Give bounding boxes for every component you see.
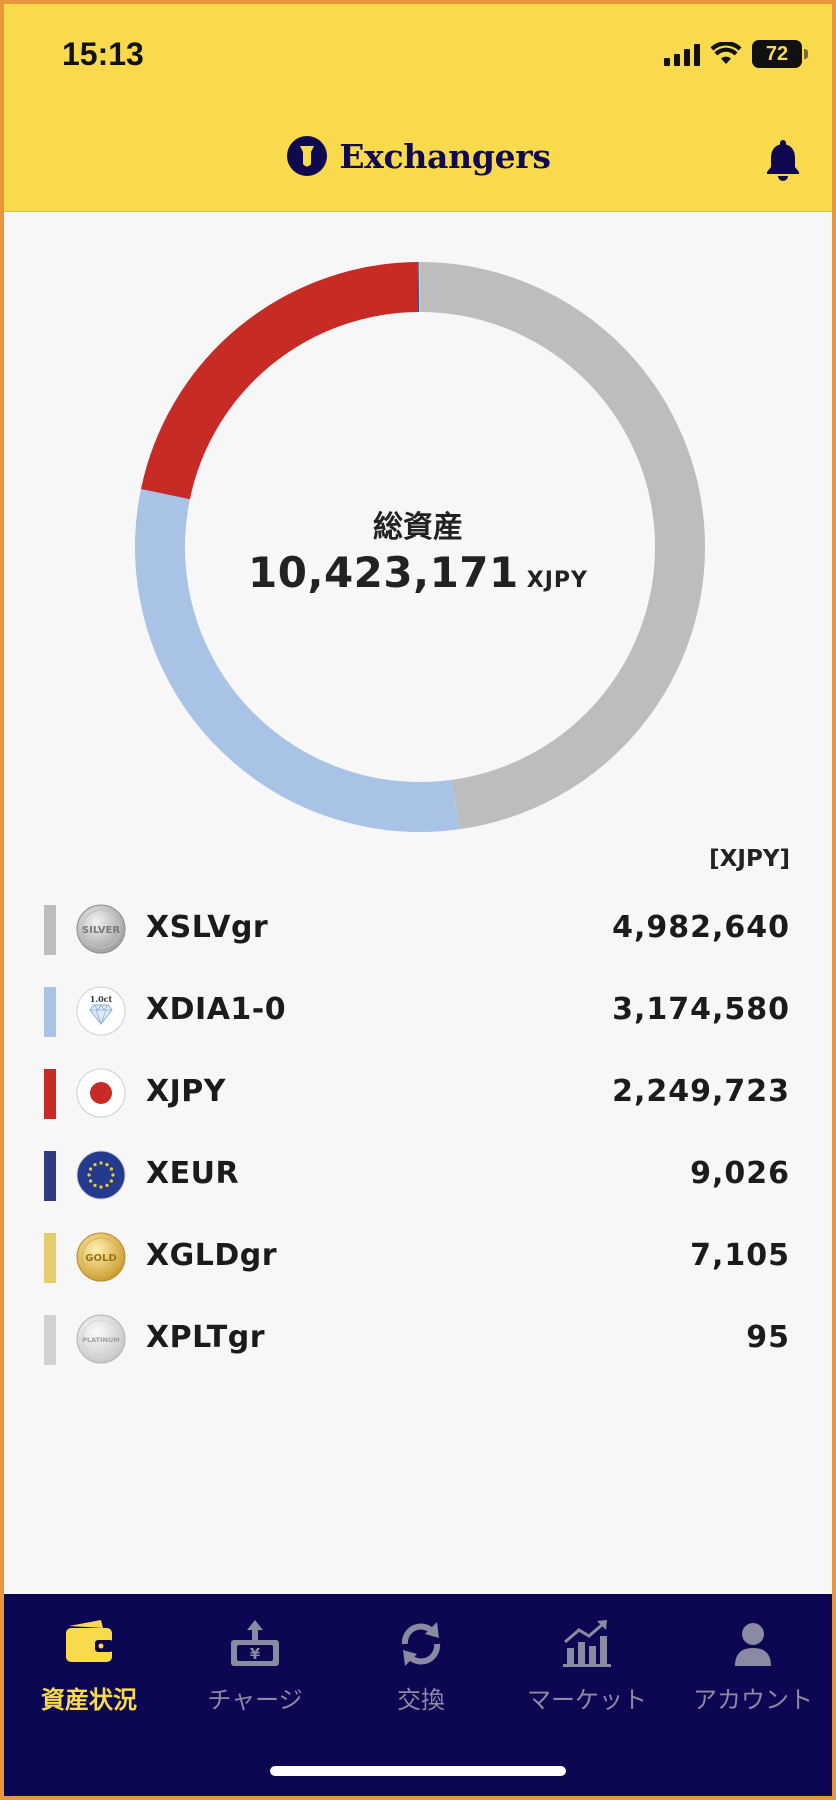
eu-flag-icon: [76, 1150, 126, 1200]
asset-row-xpltgr[interactable]: PLATINUM XPLTgr 95: [4, 1298, 832, 1380]
tab-account[interactable]: アカウント: [670, 1618, 832, 1728]
asset-value: 9,026: [690, 1156, 790, 1191]
asset-row-xeur[interactable]: XEUR 9,026: [4, 1134, 832, 1216]
status-icons: 72: [664, 40, 808, 68]
platinum-coin-icon: PLATINUM: [76, 1314, 126, 1364]
donut-slice-xjpy: [140, 262, 418, 500]
bottom-tab-bar: 資産状況 ¥ チャージ 交換: [4, 1594, 832, 1796]
total-assets-amount: 10,423,171: [248, 548, 519, 597]
battery-icon: 72: [752, 40, 808, 68]
battery-level: 72: [765, 42, 789, 65]
asset-donut-chart: 総資産 10,423,171 XJPY: [4, 262, 832, 832]
top-header: 15:13 72 Exchangers: [4, 4, 832, 212]
total-assets-unit: XJPY: [526, 568, 588, 593]
eu-star: [99, 1185, 103, 1189]
bell-icon[interactable]: [764, 138, 802, 182]
asset-name: XEUR: [146, 1156, 240, 1191]
asset-value: 95: [746, 1320, 790, 1355]
asset-color-swatch: [44, 1151, 56, 1201]
tab-exchange[interactable]: 交換: [338, 1618, 504, 1728]
tab-charge[interactable]: ¥ チャージ: [172, 1618, 338, 1728]
silver-coin-text: SILVER: [82, 925, 120, 936]
total-assets-value: 10,423,171 XJPY: [4, 548, 832, 597]
asset-name: XSLVgr: [146, 910, 269, 945]
japan-flag-icon: [76, 1068, 126, 1118]
asset-value: 3,174,580: [612, 992, 790, 1027]
eu-star: [109, 1179, 113, 1183]
eu-star: [89, 1179, 93, 1183]
diamond-carat-text: 1.0ct: [90, 994, 113, 1004]
asset-name: XJPY: [146, 1074, 227, 1109]
tab-label: マーケット: [527, 1686, 647, 1714]
status-time: 15:13: [62, 36, 144, 72]
platinum-coin-text: PLATINUM: [82, 1336, 119, 1344]
eu-star: [109, 1167, 113, 1171]
eu-star: [99, 1161, 103, 1165]
app-screen: 15:13 72 Exchangers: [4, 4, 832, 1796]
tab-market[interactable]: マーケット: [504, 1618, 670, 1728]
silver-coin-icon: SILVER: [76, 904, 126, 954]
tab-label: チャージ: [207, 1686, 303, 1714]
asset-color-swatch: [44, 1233, 56, 1283]
donut-slice-xdia1-0: [135, 489, 460, 832]
tab-label: 交換: [397, 1686, 445, 1714]
asset-value: 7,105: [690, 1238, 790, 1273]
eu-star: [111, 1173, 115, 1177]
asset-row-xjpy[interactable]: XJPY 2,249,723: [4, 1052, 832, 1134]
market-chart-icon: [563, 1620, 611, 1667]
asset-color-swatch: [44, 905, 56, 955]
asset-color-swatch: [44, 1315, 56, 1365]
app-brand: Exchangers: [4, 134, 832, 178]
total-assets-label: 総資産: [373, 510, 463, 545]
account-icon: [735, 1623, 771, 1666]
asset-name: XPLTgr: [146, 1320, 266, 1355]
exchange-icon: [401, 1622, 441, 1666]
wallet-icon: [66, 1620, 113, 1662]
eu-star: [105, 1163, 109, 1167]
asset-row-xslvgr[interactable]: SILVER XSLVgr 4,982,640: [4, 888, 832, 970]
asset-row-xdia1-0[interactable]: 1.0ct XDIA1-0 3,174,580: [4, 970, 832, 1052]
asset-name: XGLDgr: [146, 1238, 278, 1273]
svg-text:¥: ¥: [250, 1645, 261, 1663]
tab-label: アカウント: [693, 1686, 813, 1714]
exchangers-logo-icon: [287, 136, 328, 176]
home-indicator: [270, 1766, 566, 1776]
charge-icon: ¥: [231, 1620, 279, 1666]
cellular-signal-icon: [664, 42, 700, 66]
asset-row-xgldgr[interactable]: GOLD XGLDgr 7,105: [4, 1216, 832, 1298]
asset-value: 4,982,640: [612, 910, 790, 945]
list-unit-note: [XJPY]: [709, 846, 790, 872]
asset-value: 2,249,723: [612, 1074, 790, 1109]
asset-color-swatch: [44, 987, 56, 1037]
tab-label: 資産状況: [41, 1686, 137, 1714]
app-name: Exchangers: [339, 136, 551, 176]
gold-coin-icon: GOLD: [76, 1232, 126, 1282]
gold-coin-text: GOLD: [85, 1253, 116, 1264]
diamond-icon: 1.0ct: [76, 986, 126, 1036]
tab-assets[interactable]: 資産状況: [6, 1618, 172, 1728]
donut-svg: [135, 262, 705, 832]
asset-color-swatch: [44, 1069, 56, 1119]
eu-star: [89, 1167, 93, 1171]
eu-star: [87, 1173, 91, 1177]
asset-name: XDIA1-0: [146, 992, 287, 1027]
eu-star: [105, 1183, 109, 1187]
eu-star: [93, 1163, 97, 1167]
eu-star: [93, 1183, 97, 1187]
donut-slice-xslvgr: [419, 262, 705, 830]
wifi-icon: [710, 42, 742, 64]
